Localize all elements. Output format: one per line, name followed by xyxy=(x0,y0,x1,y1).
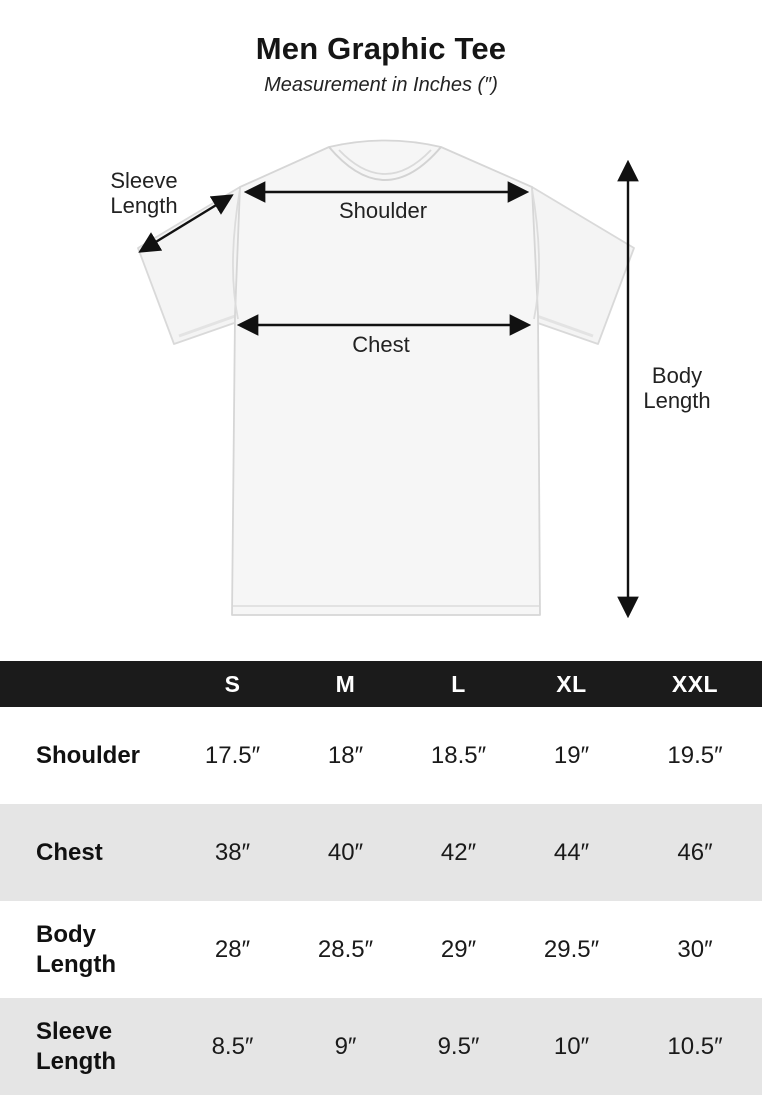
tshirt-body xyxy=(231,139,541,617)
measurement-row-label: Body Length xyxy=(36,920,116,978)
sleeve-length-arrow-label: Sleeve Length xyxy=(110,168,177,218)
size-value-cell: 18″ xyxy=(327,741,364,769)
shoulder-arrow-label: Shoulder xyxy=(339,198,427,223)
table-row-chest: Chest 38″ 40″ 42″ 44″ 46″ xyxy=(0,804,762,902)
size-column-header-l: L xyxy=(451,670,466,697)
size-value-cell: 18.5″ xyxy=(430,741,487,769)
size-value-cell: 10″ xyxy=(553,1032,590,1060)
table-row-sleeve-length: Sleeve Length 8.5″ 9″ 9.5″ 10″ 10.5″ xyxy=(0,998,762,1096)
measurement-arrows xyxy=(138,159,639,619)
size-value-cell: 9″ xyxy=(334,1032,357,1060)
page-header: Men Graphic Tee Measurement in Inches (″… xyxy=(0,0,762,97)
tshirt-right-cuff-seam xyxy=(533,313,594,338)
size-value-cell: 10.5″ xyxy=(667,1032,723,1060)
size-value-cell: 42″ xyxy=(440,838,477,866)
tshirt-collar-inner xyxy=(338,149,432,175)
tshirt-measurement-diagram: Shoulder Chest Sleeve Length Body Length xyxy=(110,139,711,619)
measurement-row-label: Chest xyxy=(36,838,103,866)
size-value-cell: 29″ xyxy=(440,935,477,963)
table-row-body-length: Body Length 28″ 28.5″ 29″ 29.5″ 30″ xyxy=(0,901,762,998)
table-row-shoulder: Shoulder 17.5″ 18″ 18.5″ 19″ 19.5″ xyxy=(0,707,762,804)
size-table-corner-cell xyxy=(0,661,176,707)
body-length-arrow-label: Body Length xyxy=(643,363,710,413)
tshirt-left-armhole-seam xyxy=(232,189,241,320)
page-title: Men Graphic Tee xyxy=(255,31,507,66)
size-value-cell: 19″ xyxy=(553,741,590,769)
size-value-cell: 8.5″ xyxy=(211,1032,254,1060)
size-value-cell: 38″ xyxy=(214,838,251,866)
size-value-cell: 29.5″ xyxy=(543,935,600,963)
tshirt-collar-outer xyxy=(328,146,442,181)
page-subtitle: Measurement in Inches (″) xyxy=(264,74,498,97)
size-column-header-xxl: XXL xyxy=(671,670,719,697)
sleeve-length-arrow xyxy=(138,194,234,253)
chest-arrow-label: Chest xyxy=(352,332,409,357)
size-value-cell: 9.5″ xyxy=(437,1032,480,1060)
size-column-header-xl: XL xyxy=(556,670,587,697)
tshirt-right-armhole-seam xyxy=(531,189,540,320)
measurement-row-label: Shoulder xyxy=(36,741,141,769)
size-column-header-m: M xyxy=(335,670,356,697)
size-value-cell: 28″ xyxy=(214,935,251,963)
size-value-cell: 30″ xyxy=(677,935,713,963)
size-diagram: Shoulder Chest Sleeve Length Body Length xyxy=(0,125,762,661)
size-value-cell: 46″ xyxy=(677,838,713,866)
size-table-header-row: S M L XL XXL xyxy=(0,661,762,708)
size-column-header-s: S xyxy=(224,670,241,697)
size-value-cell: 28.5″ xyxy=(317,935,374,963)
size-value-cell: 40″ xyxy=(327,838,364,866)
svg-text:Sleeve: Sleeve xyxy=(110,168,177,193)
size-value-cell: 19.5″ xyxy=(667,741,723,769)
size-value-cell: 44″ xyxy=(553,838,590,866)
size-table: S M L XL XXL Shoulder 17.5″ 18″ 18.5″ 19… xyxy=(0,661,762,1096)
svg-text:Length: Length xyxy=(643,388,710,413)
svg-text:Body: Body xyxy=(652,363,702,388)
size-value-cell: 17.5″ xyxy=(204,741,261,769)
svg-text:Length: Length xyxy=(110,193,177,218)
tshirt-graphic xyxy=(137,139,635,617)
tshirt-left-cuff-seam xyxy=(178,313,239,338)
measurement-row-label: Sleeve Length xyxy=(36,1017,116,1075)
